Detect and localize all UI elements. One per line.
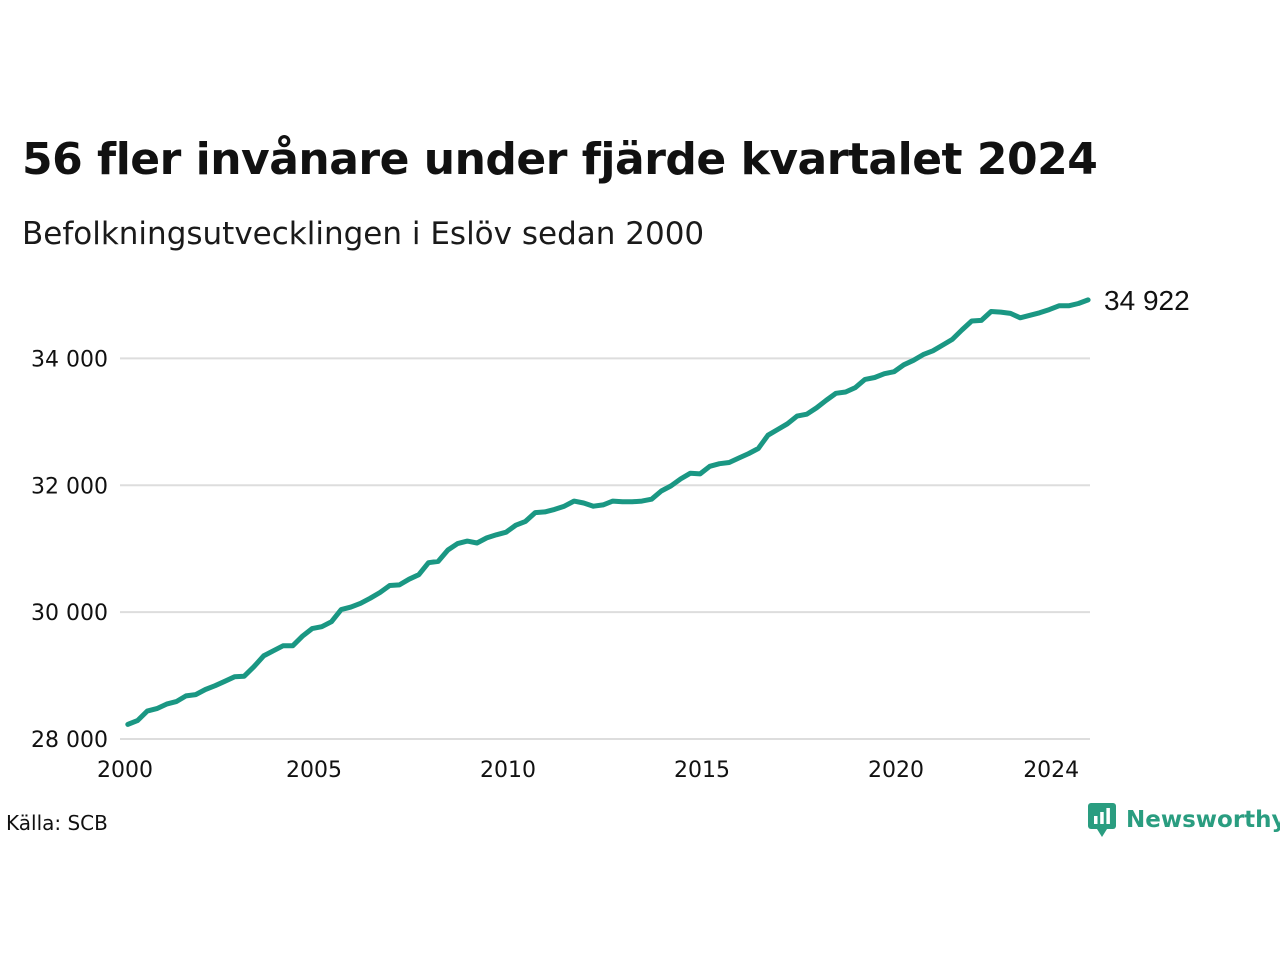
end-value-label: 34 922 [1104, 285, 1190, 316]
page-subtitle: Befolkningsutvecklingen i Eslöv sedan 20… [22, 216, 705, 252]
y-axis-labels: 28 000 30 000 32 000 34 000 [31, 347, 108, 753]
x-tick-label: 2020 [868, 758, 924, 783]
source-label: Källa: SCB [6, 811, 108, 835]
x-tick-label: 2005 [286, 758, 342, 783]
x-tick-label: 2000 [97, 758, 153, 783]
series-layer [125, 297, 1091, 727]
y-tick-label: 30 000 [31, 601, 108, 626]
x-tick-label: 2024 [1023, 758, 1079, 783]
brand-logo: Newsworthy [1088, 803, 1280, 837]
newsworthy-logo-icon [1088, 803, 1116, 837]
x-axis-labels: 2000 2005 2010 2015 2020 2024 [97, 758, 1079, 783]
y-tick-label: 34 000 [31, 347, 108, 372]
x-tick-label: 2015 [674, 758, 730, 783]
brand-name: Newsworthy [1126, 807, 1280, 833]
series-line [125, 297, 1091, 727]
y-tick-label: 32 000 [31, 474, 108, 499]
grid-lines [120, 357, 1090, 740]
y-tick-label: 28 000 [31, 728, 108, 753]
page-title: 56 fler invånare under fjärde kvartalet … [22, 134, 1098, 185]
x-tick-label: 2010 [480, 758, 536, 783]
